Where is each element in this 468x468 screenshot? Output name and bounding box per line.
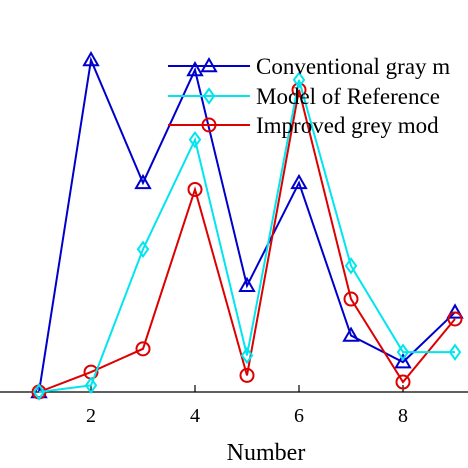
data-point <box>396 343 410 361</box>
legend-marker <box>200 56 218 73</box>
x-tick-label: 6 <box>294 405 304 427</box>
legend-entry: Conventional gray m <box>168 54 450 79</box>
data-point <box>290 173 308 190</box>
data-point <box>82 50 100 67</box>
data-point <box>446 303 464 319</box>
data-point <box>187 181 203 197</box>
x-tick-label: 8 <box>398 405 408 427</box>
series-layer <box>30 50 464 401</box>
data-point <box>134 173 152 190</box>
legend-marker <box>202 87 216 105</box>
data-point <box>344 257 358 275</box>
legend-label: Conventional gray m <box>256 54 450 79</box>
data-point <box>136 240 150 258</box>
data-point <box>186 60 204 77</box>
series-line <box>38 89 456 393</box>
legend-entry: Model of Reference <box>168 84 440 109</box>
legend: Conventional gray m Model of Reference Imp… <box>168 54 450 138</box>
data-point <box>188 130 202 149</box>
data-point <box>292 71 306 89</box>
data-point <box>84 376 98 395</box>
x-ticks: 2 4 6 8 <box>86 385 408 427</box>
data-point <box>342 326 360 342</box>
data-point <box>238 276 256 293</box>
data-point <box>395 374 411 390</box>
x-tick-label: 2 <box>86 405 96 427</box>
data-point <box>32 383 46 401</box>
data-point <box>240 346 254 365</box>
data-point <box>447 311 463 327</box>
data-point <box>448 343 462 361</box>
series-diamond <box>32 71 462 401</box>
data-point <box>343 291 359 307</box>
data-point <box>135 341 151 357</box>
x-tick-label: 4 <box>190 405 200 427</box>
legend-entry: Improved grey mod <box>168 113 439 138</box>
x-axis-label: Number <box>227 440 306 466</box>
data-point <box>394 353 412 369</box>
legend-label: Model of Reference <box>256 84 440 109</box>
legend-marker <box>201 117 217 133</box>
data-point <box>239 367 255 383</box>
legend-label: Improved grey mod <box>256 113 439 138</box>
series-line <box>38 79 455 393</box>
